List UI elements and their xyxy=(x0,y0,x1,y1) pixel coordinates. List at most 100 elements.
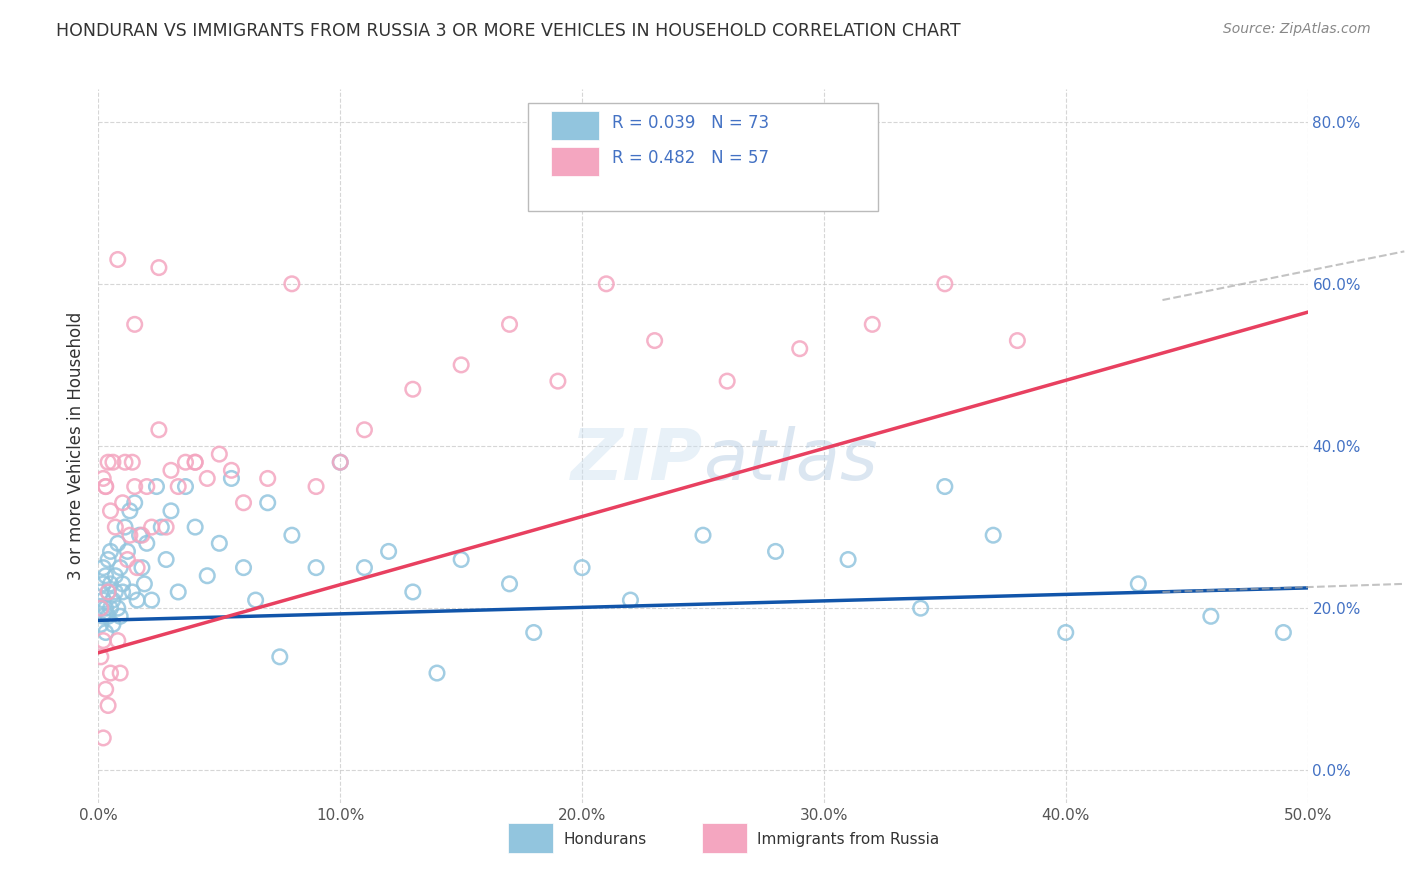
Point xyxy=(91,609,114,624)
Point xyxy=(90,601,112,615)
Point xyxy=(94,479,117,493)
Point xyxy=(104,585,127,599)
Point xyxy=(571,560,593,574)
Point xyxy=(281,528,304,542)
Point xyxy=(141,593,163,607)
Point xyxy=(256,471,278,485)
Point xyxy=(789,342,811,356)
Point xyxy=(90,585,112,599)
Point xyxy=(124,496,146,510)
Point xyxy=(118,528,141,542)
Point xyxy=(121,585,143,599)
Point xyxy=(1199,609,1222,624)
Point xyxy=(498,318,520,332)
Point xyxy=(232,496,254,510)
FancyBboxPatch shape xyxy=(551,112,599,140)
Point xyxy=(131,560,153,574)
Point xyxy=(100,544,122,558)
Point xyxy=(232,560,254,574)
Point xyxy=(97,455,120,469)
Point xyxy=(910,601,932,615)
Point xyxy=(245,593,267,607)
Point xyxy=(353,560,375,574)
Point xyxy=(269,649,291,664)
Point xyxy=(148,260,170,275)
Point xyxy=(100,601,122,615)
Point xyxy=(108,560,131,574)
Point xyxy=(208,536,231,550)
Point xyxy=(107,601,129,615)
Point xyxy=(184,455,207,469)
Point xyxy=(174,479,197,493)
Point xyxy=(353,423,375,437)
Text: Hondurans: Hondurans xyxy=(564,832,647,847)
Point xyxy=(221,463,243,477)
Point xyxy=(127,560,149,574)
Point xyxy=(117,552,139,566)
Point xyxy=(256,496,278,510)
Point xyxy=(134,577,156,591)
Point xyxy=(108,609,131,624)
Point xyxy=(91,731,114,745)
Point xyxy=(90,617,112,632)
Point xyxy=(128,528,150,542)
Point xyxy=(329,455,352,469)
Point xyxy=(97,585,120,599)
Text: atlas: atlas xyxy=(703,425,877,495)
Point xyxy=(111,496,134,510)
Point xyxy=(174,455,197,469)
Point xyxy=(108,666,131,681)
Point xyxy=(184,520,207,534)
Point xyxy=(402,585,425,599)
Point xyxy=(91,633,114,648)
Point xyxy=(124,479,146,493)
Point xyxy=(91,471,114,485)
Point xyxy=(692,528,714,542)
Point xyxy=(1007,334,1029,348)
FancyBboxPatch shape xyxy=(702,823,747,854)
Point xyxy=(104,520,127,534)
FancyBboxPatch shape xyxy=(509,823,553,854)
Point xyxy=(101,455,124,469)
Point xyxy=(644,334,666,348)
Point xyxy=(450,552,472,566)
Point xyxy=(981,528,1004,542)
Point xyxy=(1272,625,1295,640)
Point xyxy=(716,374,738,388)
Point xyxy=(100,504,122,518)
Point xyxy=(619,593,641,607)
Point xyxy=(118,504,141,518)
Point xyxy=(100,577,122,591)
Point xyxy=(595,277,617,291)
Point xyxy=(94,568,117,582)
Point xyxy=(547,374,569,388)
Point xyxy=(97,585,120,599)
Point xyxy=(104,568,127,582)
FancyBboxPatch shape xyxy=(527,103,879,211)
Text: HONDURAN VS IMMIGRANTS FROM RUSSIA 3 OR MORE VEHICLES IN HOUSEHOLD CORRELATION C: HONDURAN VS IMMIGRANTS FROM RUSSIA 3 OR … xyxy=(56,22,960,40)
Point xyxy=(141,520,163,534)
Point xyxy=(167,585,190,599)
Point xyxy=(765,544,787,558)
Point xyxy=(131,528,153,542)
Point xyxy=(195,568,218,582)
Text: ZIP: ZIP xyxy=(571,425,703,495)
FancyBboxPatch shape xyxy=(551,147,599,176)
Point xyxy=(523,625,546,640)
Point xyxy=(101,617,124,632)
Point xyxy=(97,609,120,624)
Point xyxy=(97,698,120,713)
Point xyxy=(160,504,183,518)
Point xyxy=(934,277,956,291)
Point xyxy=(94,625,117,640)
Point xyxy=(135,536,157,550)
Point xyxy=(1054,625,1077,640)
Point xyxy=(155,552,177,566)
Point xyxy=(221,471,243,485)
Point xyxy=(155,520,177,534)
Point xyxy=(402,382,425,396)
Point xyxy=(934,479,956,493)
Point xyxy=(281,277,304,291)
Point xyxy=(107,252,129,267)
Point xyxy=(305,479,328,493)
